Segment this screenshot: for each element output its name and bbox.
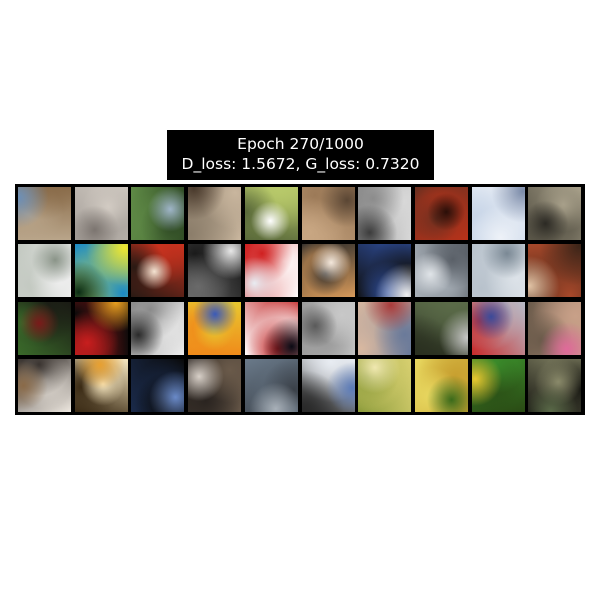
sample-image-tile [131,187,185,240]
sample-image-tile [358,301,412,355]
sample-image-tile [244,301,298,355]
generated-samples-grid [15,184,585,415]
sample-image-tile [358,187,412,240]
sample-image-tile [244,358,298,412]
sample-image-tile [74,301,128,355]
sample-image-tile [471,358,525,412]
sample-image-tile [18,187,71,240]
sample-image-tile [301,301,355,355]
epoch-title: Epoch 270/1000 D_loss: 1.5672, G_loss: 0… [167,130,434,180]
sample-image-tile [18,358,71,412]
sample-image-tile [414,187,468,240]
sample-image-tile [414,301,468,355]
sample-image-tile [188,244,242,298]
sample-image-tile [358,244,412,298]
sample-image-tile [131,301,185,355]
sample-image-tile [188,301,242,355]
sample-image-tile [74,187,128,240]
sample-image-tile [188,187,242,240]
sample-image-tile [244,244,298,298]
sample-image-tile [471,301,525,355]
sample-image-tile [528,301,582,355]
sample-image-tile [528,244,582,298]
epoch-label: Epoch 270/1000 [237,135,364,153]
sample-image-tile [358,358,412,412]
sample-image-tile [414,358,468,412]
loss-label: D_loss: 1.5672, G_loss: 0.7320 [181,155,420,173]
sample-image-tile [471,244,525,298]
sample-image-tile [188,358,242,412]
sample-image-tile [414,244,468,298]
sample-image-tile [528,358,582,412]
sample-image-tile [18,244,71,298]
samples-grid-inner [15,184,585,415]
sample-image-tile [18,301,71,355]
sample-image-tile [301,187,355,240]
sample-image-tile [301,358,355,412]
sample-image-tile [131,358,185,412]
sample-image-tile [471,187,525,240]
sample-image-tile [74,244,128,298]
sample-image-tile [244,187,298,240]
sample-image-tile [528,187,582,240]
sample-image-tile [74,358,128,412]
sample-image-tile [301,244,355,298]
sample-image-tile [131,244,185,298]
